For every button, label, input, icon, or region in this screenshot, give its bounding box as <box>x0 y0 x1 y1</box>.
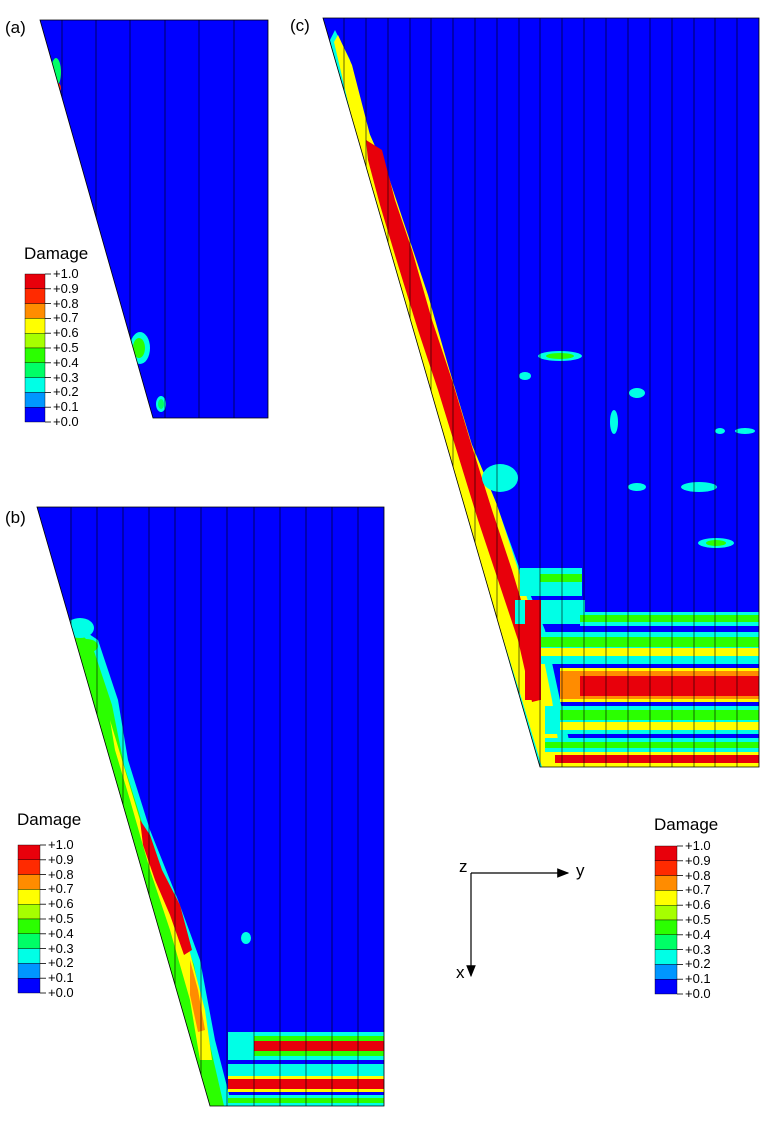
legend-swatch-b <box>17 963 41 979</box>
legend-value-a: +0.9 <box>53 280 79 296</box>
legend-swatch-b <box>17 948 41 964</box>
legend-value-a: +0.2 <box>53 384 79 400</box>
legend-value-b: +0.0 <box>48 985 74 1000</box>
coordinate-axes <box>466 868 570 978</box>
legend-value-a: +0.6 <box>53 325 79 341</box>
axis-label-x: x <box>456 963 465 982</box>
panel-b-outline <box>36 506 385 1107</box>
legend-swatch-b <box>17 874 41 890</box>
panel-c-contour <box>323 18 759 767</box>
legend-swatch-a <box>24 347 46 364</box>
legend-value-b: +0.7 <box>48 881 74 897</box>
legend-value-b: +0.2 <box>48 955 74 971</box>
legend-swatch-a <box>24 303 46 319</box>
panel-c-interior-spots <box>482 351 755 548</box>
legend-swatch-b <box>17 978 41 994</box>
legend-title-a: Damage <box>24 244 89 263</box>
panel-a-damage-spot <box>51 58 61 86</box>
panel-label-b: (b) <box>5 508 26 527</box>
panel-a-damage-spot <box>133 338 145 358</box>
legend-swatch-a <box>24 318 46 334</box>
legend-value-c: +0.9 <box>685 852 711 868</box>
legend-swatch-a <box>24 407 46 423</box>
legend-value-b: +0.6 <box>48 896 74 912</box>
legend-value-b: +0.4 <box>48 925 74 941</box>
legend-value-c: +0.7 <box>685 882 711 898</box>
legend-swatch-b <box>17 859 41 875</box>
panel-b-damage-spot <box>74 639 98 653</box>
legend-swatch-c <box>654 979 678 995</box>
legend-value-a: +0.8 <box>53 295 79 311</box>
legend-swatch-a <box>24 273 46 290</box>
legend-value-c: +1.0 <box>685 838 711 853</box>
legend-swatch-c <box>654 919 678 936</box>
legend-swatch-a <box>24 333 46 349</box>
legend-value-c: +0.2 <box>685 956 711 972</box>
legend-value-a: +0.4 <box>53 354 79 370</box>
legend-value-a: +0.3 <box>53 369 79 385</box>
legend-swatch-b <box>17 889 41 905</box>
legend-value-b: +0.3 <box>48 940 74 956</box>
legend-value-c: +0.1 <box>685 971 711 987</box>
legend-swatch-c <box>654 905 678 921</box>
legend-swatch-a <box>24 377 46 393</box>
panel-b-background <box>37 507 384 1106</box>
legend-swatch-a <box>24 362 46 378</box>
legend-swatch-c <box>654 845 678 862</box>
legend-swatch-b <box>17 933 41 949</box>
legend-swatch-c <box>654 890 678 906</box>
legend-value-b: +0.8 <box>48 866 74 882</box>
legend-value-c: +0.4 <box>685 926 711 942</box>
legend-value-a: +0.7 <box>53 310 79 326</box>
legend-value-c: +0.3 <box>685 941 711 957</box>
panel-label-a: (a) <box>5 18 26 37</box>
panel-a-outline <box>39 19 269 419</box>
axis-label-y: y <box>576 861 585 880</box>
legend-swatch-a <box>24 288 46 304</box>
panel-a-damage-spot <box>158 399 164 409</box>
legend-swatch-c <box>654 860 678 876</box>
legend-swatch-c <box>654 875 678 891</box>
legend-swatch-b <box>17 904 41 920</box>
axis-label-z: z <box>459 857 468 876</box>
panel-a-background <box>40 20 268 418</box>
panel-b-edge-damage-band <box>68 620 232 1106</box>
legend-value-c: +0.0 <box>685 986 711 1001</box>
legend-value-c: +0.6 <box>685 897 711 913</box>
legend-value-b: +0.5 <box>48 911 74 926</box>
legend-value-c: +0.8 <box>685 867 711 883</box>
panel-b-contour <box>37 507 384 1106</box>
legend-swatch-a <box>24 392 46 408</box>
legend-swatch-c <box>654 934 678 950</box>
panel-label-c: (c) <box>290 16 310 35</box>
legend-value-a: +0.1 <box>53 399 79 415</box>
legend-swatch-b <box>17 844 41 861</box>
panel-c-outline <box>322 17 760 768</box>
legend-value-a: +0.5 <box>53 340 79 355</box>
legend-swatch-c <box>654 949 678 965</box>
panel-c-lower-damage-bands <box>515 568 759 767</box>
legend-value-a: +0.0 <box>53 414 79 429</box>
legend-title-c: Damage <box>654 815 719 834</box>
legend-value-b: +0.1 <box>48 970 74 986</box>
legend-value-c: +0.5 <box>685 912 711 927</box>
legend-value-b: +1.0 <box>48 837 74 852</box>
legend-value-a: +1.0 <box>53 266 79 281</box>
legend-swatch-c <box>654 964 678 980</box>
legend-title-b: Damage <box>17 810 82 829</box>
panel-a-contour <box>40 20 268 418</box>
panel-b-damage-spot <box>241 932 251 944</box>
legend-value-b: +0.9 <box>48 851 74 867</box>
legend-swatch-b <box>17 918 41 935</box>
